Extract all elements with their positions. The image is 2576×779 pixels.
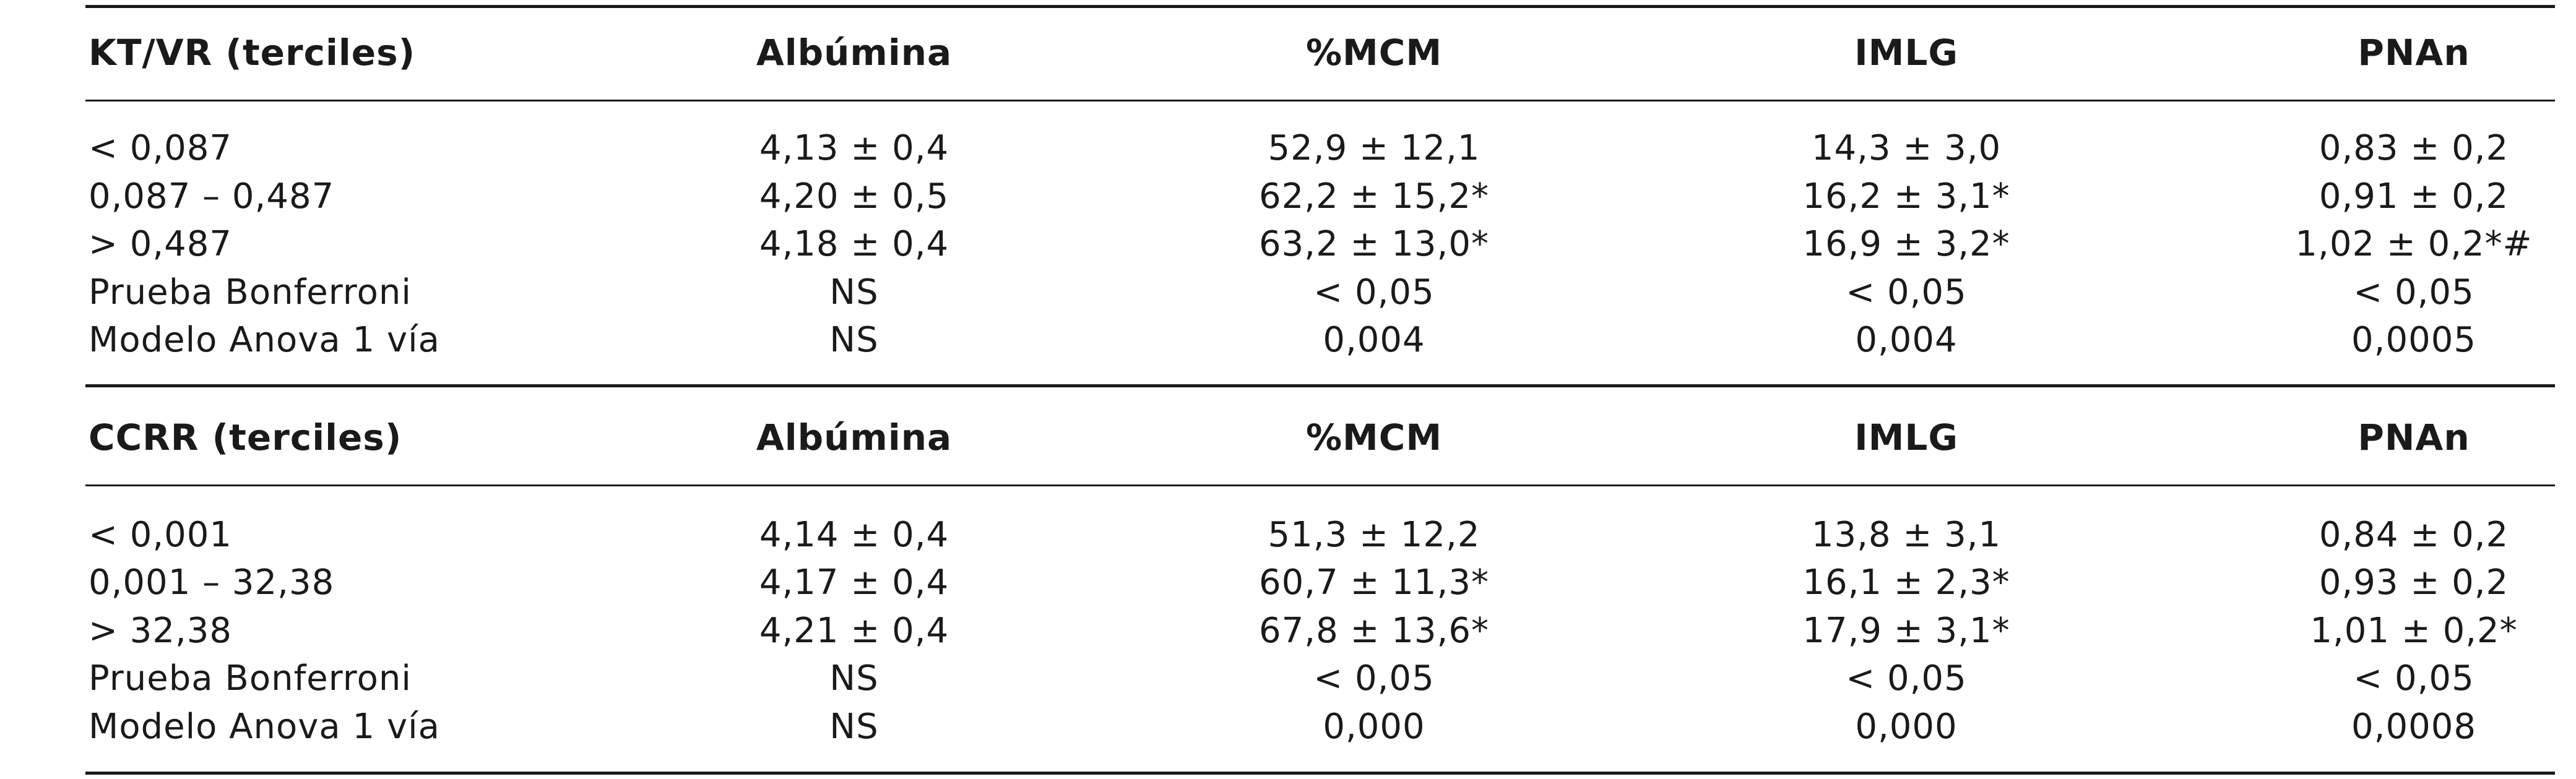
albumina-value: NS — [829, 320, 879, 360]
table-row: Prueba Bonferroni NS < 0,05 < 0,05 < 0,0… — [0, 271, 2576, 314]
row-label: 0,087 – 0,487 — [89, 176, 335, 217]
bottom-rule — [85, 772, 2555, 775]
pnan-value: 0,84 ± 0,2 — [2319, 515, 2509, 555]
mcm-value: 52,9 ± 12,1 — [1268, 128, 1480, 168]
table-row: < 0,001 4,14 ± 0,4 51,3 ± 12,2 13,8 ± 3,… — [0, 514, 2576, 557]
pnan-value: 0,0008 — [2351, 707, 2476, 747]
pnan-value: < 0,05 — [2353, 272, 2474, 312]
row-label: 0,001 – 32,38 — [89, 562, 335, 603]
mcm-value: < 0,05 — [1313, 272, 1435, 312]
pnan-value: 1,02 ± 0,2*# — [2295, 224, 2533, 264]
imlg-value: 16,9 ± 3,2* — [1802, 224, 2010, 264]
mcm-value: 60,7 ± 11,3* — [1259, 562, 1489, 603]
pnan-value: 0,0005 — [2351, 320, 2476, 360]
imlg-value: 16,1 ± 2,3* — [1802, 562, 2010, 603]
mcm-value: 63,2 ± 13,0* — [1259, 224, 1489, 264]
row-label: Modelo Anova 1 vía — [89, 320, 440, 360]
pnan-value: < 0,05 — [2353, 658, 2474, 699]
albumina-value: 4,20 ± 0,5 — [759, 176, 949, 217]
row-label: > 0,487 — [89, 224, 233, 264]
header-imlg: IMLG — [1854, 416, 1958, 458]
imlg-value: 14,3 ± 3,0 — [1811, 128, 2002, 168]
header-group-label: CCRR (terciles) — [89, 416, 402, 458]
header-albumina: Albúmina — [756, 32, 953, 74]
table-row: < 0,087 4,13 ± 0,4 52,9 ± 12,1 14,3 ± 3,… — [0, 127, 2576, 170]
pnan-value: 1,01 ± 0,2* — [2310, 611, 2518, 651]
table-row: 0,001 – 32,38 4,17 ± 0,4 60,7 ± 11,3* 16… — [0, 561, 2576, 605]
imlg-value: < 0,05 — [1846, 658, 1967, 699]
imlg-value: 0,004 — [1855, 320, 1958, 360]
imlg-value: 16,2 ± 3,1* — [1802, 176, 2010, 217]
header-imlg: IMLG — [1854, 32, 1958, 74]
row-label: Modelo Anova 1 vía — [89, 707, 440, 747]
header-albumina: Albúmina — [756, 416, 953, 458]
imlg-value: 17,9 ± 3,1* — [1802, 611, 2010, 651]
mcm-value: < 0,05 — [1313, 658, 1435, 699]
header-mcm: %MCM — [1305, 32, 1443, 74]
pnan-value: 0,91 ± 0,2 — [2319, 176, 2509, 217]
table-row: Modelo Anova 1 vía NS 0,000 0,000 0,0008 — [0, 705, 2576, 749]
mcm-value: 62,2 ± 15,2* — [1259, 176, 1489, 217]
section-rule — [85, 384, 2555, 387]
header-group-label: KT/VR (terciles) — [89, 32, 416, 74]
pnan-value: 0,93 ± 0,2 — [2319, 562, 2509, 603]
mcm-value: 0,000 — [1323, 707, 1425, 747]
imlg-value: < 0,05 — [1846, 272, 1967, 312]
row-label: Prueba Bonferroni — [89, 272, 412, 312]
section-header: CCRR (terciles) Albúmina %MCM IMLG PNAn — [0, 416, 2576, 459]
table-row: 0,087 – 0,487 4,20 ± 0,5 62,2 ± 15,2* 16… — [0, 175, 2576, 218]
table-row: > 32,38 4,21 ± 0,4 67,8 ± 13,6* 17,9 ± 3… — [0, 609, 2576, 653]
section-header: KT/VR (terciles) Albúmina %MCM IMLG PNAn — [0, 31, 2576, 74]
pnan-value: 0,83 ± 0,2 — [2319, 128, 2509, 168]
header-rule-2 — [85, 484, 2555, 486]
header-pnan: PNAn — [2358, 416, 2470, 458]
albumina-value: NS — [829, 707, 879, 747]
albumina-value: 4,17 ± 0,4 — [759, 562, 949, 603]
row-label: Prueba Bonferroni — [89, 658, 412, 699]
table-row: > 0,487 4,18 ± 0,4 63,2 ± 13,0* 16,9 ± 3… — [0, 223, 2576, 266]
row-label: > 32,38 — [89, 611, 233, 651]
header-rule-1 — [85, 100, 2555, 101]
row-label: < 0,087 — [89, 128, 233, 168]
imlg-value: 0,000 — [1855, 707, 1958, 747]
albumina-value: 4,14 ± 0,4 — [759, 515, 949, 555]
mcm-value: 0,004 — [1323, 320, 1425, 360]
header-pnan: PNAn — [2358, 32, 2470, 74]
albumina-value: 4,13 ± 0,4 — [759, 128, 949, 168]
table-row: Modelo Anova 1 vía NS 0,004 0,004 0,0005 — [0, 319, 2576, 362]
mcm-value: 51,3 ± 12,2 — [1268, 515, 1480, 555]
row-label: < 0,001 — [89, 515, 233, 555]
albumina-value: NS — [829, 658, 879, 699]
albumina-value: 4,18 ± 0,4 — [759, 224, 949, 264]
table-row: Prueba Bonferroni NS < 0,05 < 0,05 < 0,0… — [0, 657, 2576, 700]
albumina-value: NS — [829, 272, 879, 312]
header-mcm: %MCM — [1305, 416, 1443, 458]
imlg-value: 13,8 ± 3,1 — [1811, 515, 2002, 555]
albumina-value: 4,21 ± 0,4 — [759, 611, 949, 651]
top-rule — [85, 5, 2555, 8]
mcm-value: 67,8 ± 13,6* — [1259, 611, 1489, 651]
